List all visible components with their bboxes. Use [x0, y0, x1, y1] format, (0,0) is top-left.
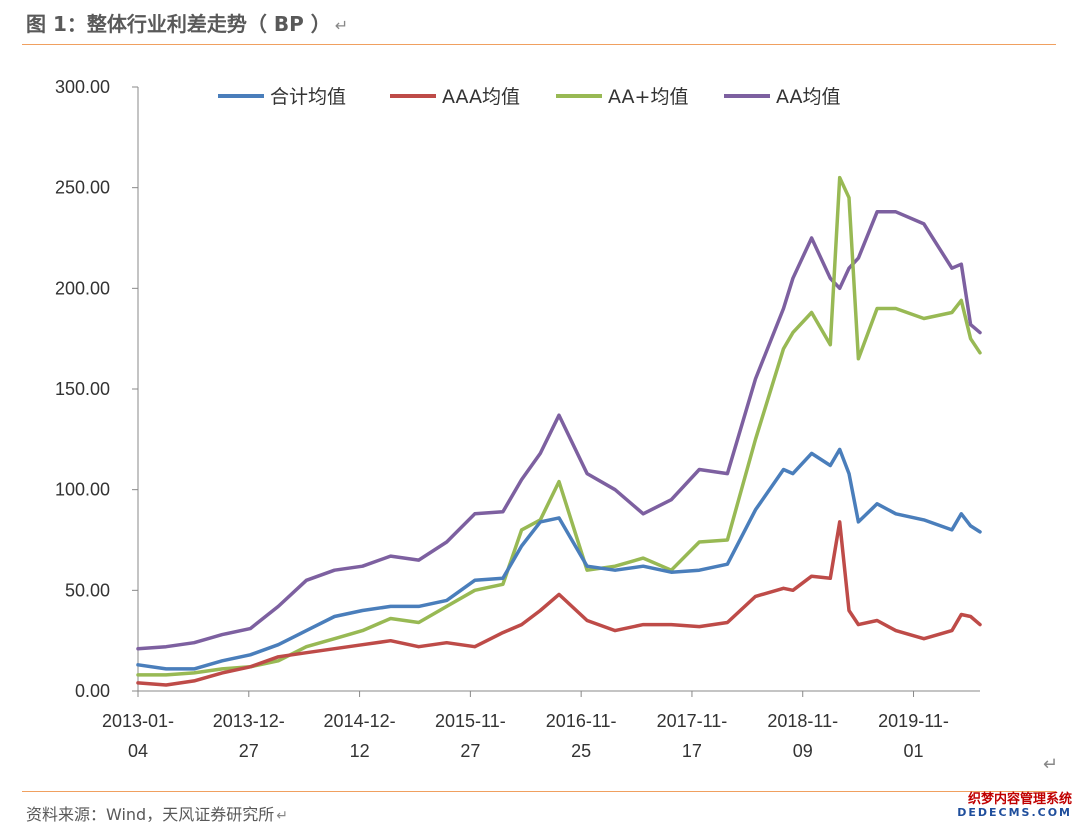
series-line	[136, 520, 982, 687]
return-mark-icon: ↵	[276, 808, 288, 824]
legend-label: AA均值	[776, 86, 841, 108]
source-note: 资料来源：Wind，天风证券研究所 ↵	[26, 801, 288, 825]
watermark-line-1: 织梦内容管理系统	[967, 792, 1072, 807]
y-tick-label: 150.00	[55, 379, 110, 399]
x-tick-label: 2016-11-25	[546, 711, 617, 761]
y-axis: 0.00 50.00 100.00 150.00 200.00 250.00 300.00	[55, 77, 139, 701]
legend-label: AA+均值	[608, 86, 688, 108]
source-text: 资料来源：Wind，天风证券研究所	[26, 805, 275, 824]
x-tick-label: 2013-01-04	[102, 711, 174, 761]
y-tick-label: 250.00	[55, 178, 110, 198]
legend-label: 合计均值	[270, 86, 346, 108]
series-layer	[136, 175, 982, 687]
x-tick-label: 2013-12-27	[213, 711, 285, 761]
chart-title-text: 图 1：整体行业利差走势（ BP ）	[26, 12, 331, 36]
series-line	[136, 447, 982, 671]
x-axis: 2013-01-04 2013-12-27 2014-12-12 2015-11-27…	[102, 690, 980, 761]
x-tick-label: 2015-11-27	[435, 711, 506, 761]
return-mark-icon: ↵	[334, 16, 349, 35]
y-tick-label: 0.00	[75, 681, 110, 701]
chart-title: 图 1：整体行业利差走势（ BP ） ↵	[26, 8, 348, 37]
legend-label: AAA均值	[442, 86, 520, 108]
series-line	[136, 210, 982, 651]
y-tick-label: 100.00	[55, 480, 110, 500]
top-divider	[22, 44, 1056, 45]
watermark: 织梦内容管理系统 DEDECMS.COM	[957, 792, 1072, 820]
series-line	[136, 175, 982, 677]
y-tick-label: 200.00	[55, 278, 110, 298]
line-chart: 0.0050.00100.00150.00200.00250.00300.00 …	[55, 77, 982, 761]
x-tick-label: 2019-11-01	[878, 711, 949, 761]
y-tick-label: 300.00	[55, 77, 110, 97]
x-tick-label: 2018-11-09	[767, 711, 838, 761]
x-tick-label: 2014-12-12	[324, 711, 396, 761]
legend: 合计均值 AAA均值 AA+均值 AA均值	[218, 86, 841, 108]
watermark-line-2: DEDECMS.COM	[957, 806, 1072, 820]
bottom-divider	[22, 791, 1056, 792]
y-tick-label: 50.00	[65, 580, 110, 600]
x-tick-label: 2017-11-17	[657, 711, 728, 761]
return-mark-icon: ↵	[1042, 754, 1058, 775]
